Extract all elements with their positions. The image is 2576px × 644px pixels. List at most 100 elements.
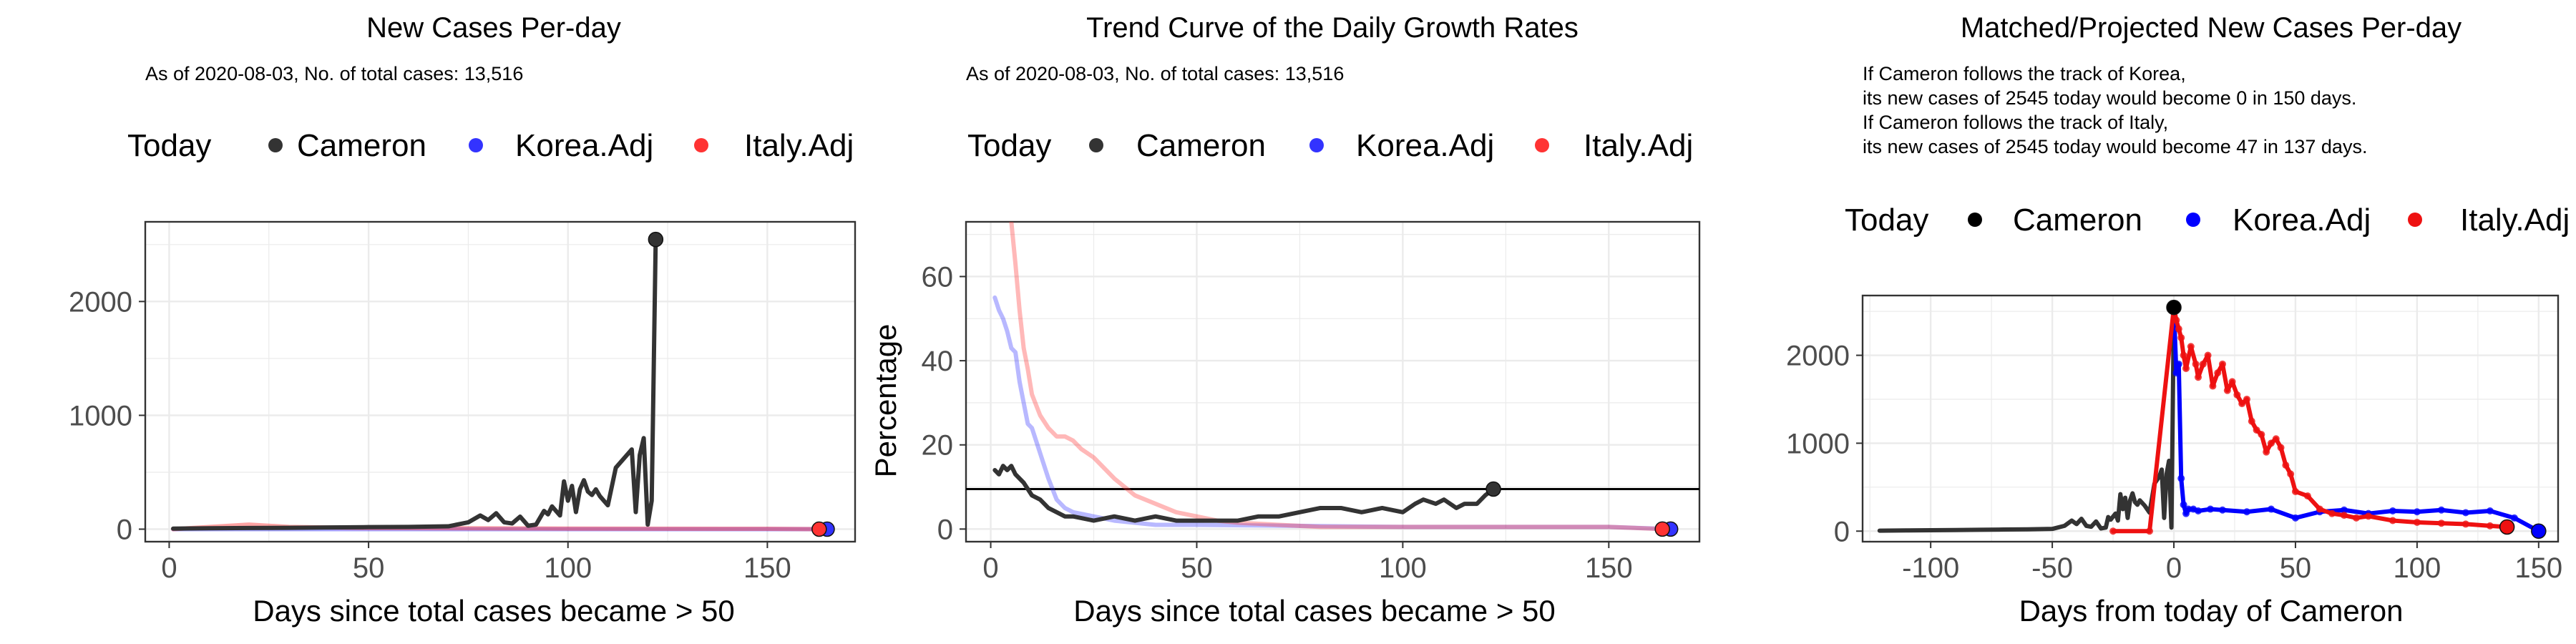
series-point-italy-adj bbox=[2187, 343, 2195, 351]
panel3-legend-key-korea bbox=[2186, 213, 2200, 227]
x-tick-label: 100 bbox=[2394, 552, 2441, 584]
today-point-italy-adj bbox=[1654, 521, 1670, 537]
panel3-legend-key-italy bbox=[2408, 213, 2422, 227]
today-point-italy-adj bbox=[2499, 519, 2515, 535]
series-point-italy-adj bbox=[2364, 512, 2372, 520]
panel2-plot-area: 0 50 100 150 0 20 40 60 bbox=[922, 220, 1701, 584]
series-point-korea-adj bbox=[2207, 505, 2214, 513]
panel2-legend-label-korea: Korea.Adj bbox=[1356, 128, 1494, 163]
plot-border bbox=[1861, 294, 2560, 543]
series-point-italy-adj bbox=[2248, 417, 2255, 425]
series-point-italy-adj bbox=[2209, 382, 2217, 390]
series-line-korea-adj bbox=[2172, 305, 2541, 534]
series-point-italy-adj bbox=[2223, 386, 2231, 394]
today-point-cameron bbox=[1485, 481, 1501, 497]
series-point-italy-adj bbox=[2277, 444, 2285, 452]
panel2-legend-key-italy bbox=[1535, 138, 1549, 152]
series-point-italy-adj bbox=[2486, 522, 2494, 530]
panel-projected-cases: Matched/Projected New Cases Per-day If C… bbox=[1786, 12, 2570, 628]
x-tick-label: 50 bbox=[1181, 552, 1213, 584]
panel2-subtitle: As of 2020-08-03, No. of total cases: 13… bbox=[966, 63, 1344, 84]
panel2-legend-key-cameron bbox=[1089, 138, 1103, 152]
today-point-cameron bbox=[648, 231, 664, 248]
series-point-korea-adj bbox=[2510, 514, 2518, 522]
series-point-italy-adj bbox=[2199, 360, 2207, 368]
series-point-italy-adj bbox=[2238, 400, 2246, 408]
series-point-italy-adj bbox=[2253, 426, 2260, 434]
panel1-legend-label-italy: Italy.Adj bbox=[744, 128, 854, 163]
series-point-italy-adj bbox=[2328, 509, 2336, 517]
y-tick-label: 1000 bbox=[69, 400, 132, 431]
panel1-title: New Cases Per-day bbox=[366, 12, 621, 44]
panel1-legend-label-cameron: Cameron bbox=[297, 128, 426, 163]
panel3-legend-label-korea: Korea.Adj bbox=[2233, 203, 2371, 238]
series-line-italy-adj bbox=[1009, 222, 1665, 532]
series-point-italy-adj bbox=[2182, 364, 2190, 372]
series-point-italy-adj bbox=[2272, 435, 2280, 443]
series-point-italy-adj bbox=[2214, 369, 2222, 377]
series-point-italy-adj bbox=[2258, 431, 2265, 439]
series-group bbox=[1877, 303, 2542, 535]
today-point-italy-adj bbox=[811, 521, 827, 537]
x-tick-label: -100 bbox=[1902, 552, 1959, 584]
panel1-subtitle: As of 2020-08-03, No. of total cases: 13… bbox=[145, 63, 523, 84]
today-point-cameron bbox=[2166, 299, 2182, 316]
x-tick-label: 0 bbox=[982, 552, 998, 584]
series-point-italy-adj bbox=[2263, 448, 2270, 456]
x-tick-label: -50 bbox=[2031, 552, 2073, 584]
series-point-italy-adj bbox=[2413, 518, 2421, 526]
panel2-x-axis-label: Days since total cases became > 50 bbox=[1073, 594, 1556, 628]
y-tick-label: 0 bbox=[117, 514, 132, 546]
series-point-korea-adj bbox=[2218, 506, 2226, 514]
panel1-legend-label-korea: Korea.Adj bbox=[515, 128, 653, 163]
y-tick-label: 2000 bbox=[69, 286, 132, 318]
plot-border bbox=[965, 220, 1701, 543]
series-point-italy-adj bbox=[2462, 520, 2469, 528]
series-point-korea-adj bbox=[2462, 509, 2469, 517]
x-tick-label: 0 bbox=[161, 552, 177, 584]
series-point-italy-adj bbox=[2267, 439, 2275, 447]
series-point-italy-adj bbox=[2195, 374, 2202, 381]
x-tick-label: 100 bbox=[1379, 552, 1427, 584]
series-point-italy-adj bbox=[2389, 517, 2396, 525]
panel2-legend-key-korea bbox=[1309, 138, 1324, 152]
panel1-legend-key-italy bbox=[694, 138, 708, 152]
series-point-korea-adj bbox=[2180, 501, 2187, 509]
panel3-annotation-line: If Cameron follows the track of Korea, bbox=[1863, 63, 2186, 84]
series-point-korea-adj bbox=[2340, 506, 2348, 514]
series-point-korea-adj bbox=[2413, 508, 2421, 516]
panel3-annotation-line: its new cases of 2545 today would become… bbox=[1863, 136, 2367, 157]
panel3-title: Matched/Projected New Cases Per-day bbox=[1961, 12, 2462, 44]
y-tick-label: 60 bbox=[922, 261, 954, 293]
panel3-legend-key-cameron bbox=[1968, 213, 1982, 227]
y-tick-label: 40 bbox=[922, 346, 954, 377]
panel2-legend-label-italy: Italy.Adj bbox=[1584, 128, 1693, 163]
panel1-x-axis-label: Days since total cases became > 50 bbox=[253, 594, 735, 628]
x-tick-label: 50 bbox=[2280, 552, 2312, 584]
today-point-korea-adj bbox=[2531, 523, 2547, 540]
series-point-italy-adj bbox=[2192, 360, 2200, 368]
panel3-x-axis-label: Days from today of Cameron bbox=[2019, 594, 2404, 628]
y-tick-label: 0 bbox=[937, 514, 953, 545]
series-point-italy-adj bbox=[2291, 487, 2299, 495]
x-tick-label: 150 bbox=[1585, 552, 1633, 584]
panel1-legend-key-cameron bbox=[268, 138, 283, 152]
series-point-italy-adj bbox=[2303, 492, 2311, 500]
x-tick-label: 100 bbox=[544, 552, 592, 584]
series-point-korea-adj bbox=[2177, 474, 2185, 482]
series-point-italy-adj bbox=[2218, 360, 2226, 368]
series-point-italy-adj bbox=[2282, 462, 2290, 469]
panel2-y-axis-label: Percentage bbox=[869, 324, 902, 478]
panel3-legend: Today Cameron Korea.Adj Italy.Adj bbox=[1845, 203, 2570, 238]
x-tick-label: 50 bbox=[353, 552, 385, 584]
panel1-plot-area: 0 50 100 150 0 1000 2000 bbox=[69, 220, 857, 584]
series-point-italy-adj bbox=[2352, 514, 2360, 522]
series-point-italy-adj bbox=[2177, 333, 2185, 341]
series-line-cameron bbox=[992, 464, 1496, 523]
panel3-legend-label-cameron: Cameron bbox=[2013, 203, 2142, 238]
series-point-korea-adj bbox=[2175, 360, 2182, 368]
series-group bbox=[966, 222, 1699, 532]
panel2-legend-title: Today bbox=[967, 128, 1051, 163]
panel3-annotation-line: If Cameron follows the track of Italy, bbox=[1863, 112, 2168, 133]
